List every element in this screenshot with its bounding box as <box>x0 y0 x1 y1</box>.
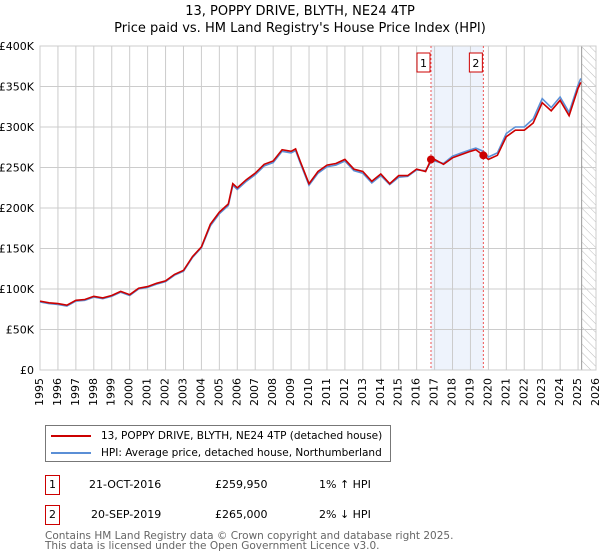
chart-subtitle: Price paid vs. HM Land Registry's House … <box>114 21 486 36</box>
x-tick-label: 1997 <box>69 378 82 406</box>
x-tick-label: 2022 <box>517 378 530 406</box>
plot-frame <box>39 45 597 371</box>
x-tick-label: 2009 <box>284 378 297 406</box>
sale-row: 1 21-OCT-2016 £259,950 1% ↑ HPI <box>45 475 445 495</box>
x-tick-label: 2016 <box>410 378 423 406</box>
x-tick-label: 2024 <box>553 378 566 406</box>
x-tick-label: 2010 <box>302 378 315 406</box>
legend-swatch-red <box>51 435 91 437</box>
x-tick-label: 2000 <box>123 378 136 406</box>
footer: Contains HM Land Registry data © Crown c… <box>45 530 454 552</box>
x-tick-label: 1996 <box>51 378 64 406</box>
x-tick-label: 2007 <box>248 378 261 406</box>
x-tick-label: 1999 <box>105 378 118 406</box>
property-price-line <box>39 82 582 307</box>
x-tick-label: 1995 <box>33 378 46 406</box>
sale-marker-label: 1 <box>420 57 427 70</box>
sale-marker-badge: 2 <box>45 505 60 525</box>
x-tick-label: 2019 <box>463 378 476 406</box>
x-tick-label: 2001 <box>141 378 154 406</box>
hpi-line <box>39 78 582 307</box>
sale-point <box>479 151 488 160</box>
sale-marker-box <box>416 52 431 73</box>
x-tick-label: 2014 <box>374 378 387 406</box>
legend: 13, POPPY DRIVE, BLYTH, NE24 4TP (detach… <box>45 425 391 462</box>
legend-swatch-blue <box>51 452 91 454</box>
y-tick-label: £250K <box>0 162 35 175</box>
x-tick-label: 2023 <box>535 378 548 406</box>
x-tick-label: 2025 <box>571 378 584 406</box>
footer-copyright: Contains HM Land Registry data © Crown c… <box>45 530 454 542</box>
legend-label: 13, POPPY DRIVE, BLYTH, NE24 4TP (detach… <box>101 430 383 442</box>
x-tick-label: 2017 <box>428 378 441 406</box>
x-tick-label: 2012 <box>338 378 351 406</box>
footer-licence: This data is licensed under the Open Gov… <box>45 540 380 552</box>
x-tick-label: 2005 <box>212 378 225 406</box>
sale-marker-label: 2 <box>472 57 479 70</box>
sale-date: 20-SEP-2019 <box>91 508 162 521</box>
x-tick-label: 2008 <box>266 378 279 406</box>
legend-item-hpi: HPI: Average price, detached house, Nort… <box>51 445 382 461</box>
x-tick-label: 1998 <box>87 378 100 406</box>
y-tick-label: £300K <box>0 121 35 134</box>
x-tick-label: 2020 <box>481 378 494 406</box>
x-tick-label: 2026 <box>589 378 600 406</box>
x-tick-label: 2002 <box>159 378 172 406</box>
x-tick-label: 2021 <box>499 378 512 406</box>
y-tick-label: £0 <box>20 364 34 377</box>
chart-title: 13, POPPY DRIVE, BLYTH, NE24 4TP <box>185 4 415 19</box>
sale-price: £265,000 <box>215 508 268 521</box>
x-tick-label: 2011 <box>320 378 333 406</box>
y-tick-label: £150K <box>0 243 35 256</box>
sale-price: £259,950 <box>215 478 268 491</box>
y-tick-label: £400K <box>0 40 35 53</box>
sale-marker-box <box>468 52 483 73</box>
x-tick-label: 2003 <box>176 378 189 406</box>
x-tick-label: 2004 <box>194 378 207 406</box>
line-chart: 1995 1996 1997 1998 1999 2000 2001 2002 2003 2004… <box>0 40 600 406</box>
sale-hpi-diff: 1% ↑ HPI <box>319 478 371 491</box>
x-tick-label: 2018 <box>446 378 459 406</box>
sale-row: 2 20-SEP-2019 £265,000 2% ↓ HPI <box>45 505 445 525</box>
y-tick-label: £50K <box>6 324 35 337</box>
x-tick-label: 2013 <box>356 378 369 406</box>
sale-hpi-diff: 2% ↓ HPI <box>319 508 371 521</box>
x-tick-label: 2006 <box>230 378 243 406</box>
y-tick-label: £350K <box>0 81 35 94</box>
sale-marker-badge: 1 <box>45 475 60 495</box>
legend-item-property: 13, POPPY DRIVE, BLYTH, NE24 4TP (detach… <box>51 428 382 444</box>
y-tick-label: £200K <box>0 202 35 215</box>
sale-point <box>426 155 435 164</box>
sale-date: 21-OCT-2016 <box>89 478 162 491</box>
x-tick-label: 2015 <box>392 378 405 406</box>
y-tick-label: £100K <box>0 283 35 296</box>
legend-label: HPI: Average price, detached house, Nort… <box>101 447 382 459</box>
